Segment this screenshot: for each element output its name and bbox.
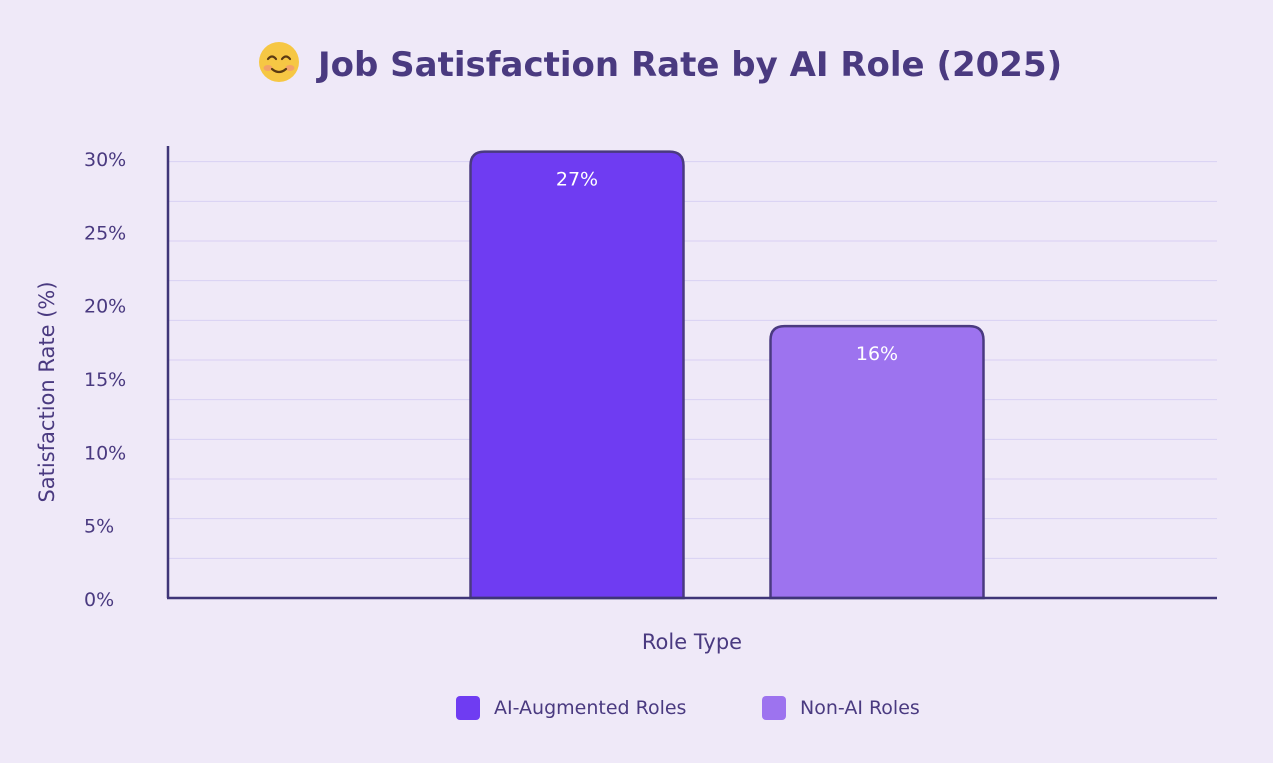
chart-title: Job Satisfaction Rate by AI Role (2025)	[316, 45, 1062, 85]
legend-label[interactable]: Non-AI Roles	[800, 697, 920, 719]
smiling-face-icon	[259, 42, 299, 82]
legend-swatch[interactable]	[762, 696, 786, 720]
y-tick-label: 15%	[84, 369, 126, 391]
y-axis-title: Satisfaction Rate (%)	[35, 281, 59, 502]
bar-value-label: 16%	[856, 343, 898, 365]
bar-value-label: 27%	[556, 169, 598, 191]
y-tick-label: 25%	[84, 222, 126, 244]
bars: 27% 16%	[469, 150, 985, 600]
legend-swatch[interactable]	[456, 696, 480, 720]
y-tick-label: 30%	[84, 149, 126, 171]
y-tick-label: 10%	[84, 442, 126, 464]
bar-ai-augmented-roles[interactable]	[469, 150, 685, 600]
gridlines	[168, 161, 1217, 559]
y-axis-ticks: 0% 5% 10% 15% 20% 25% 30%	[84, 149, 126, 611]
chart-title-group: Job Satisfaction Rate by AI Role (2025)	[259, 42, 1062, 85]
x-axis-title: Role Type	[642, 630, 742, 654]
y-tick-label: 20%	[84, 296, 126, 318]
y-tick-label: 5%	[84, 516, 114, 538]
bar-non-ai-roles[interactable]	[769, 324, 985, 600]
legend: AI-Augmented Roles Non-AI Roles	[456, 696, 920, 720]
y-tick-label: 0%	[84, 589, 114, 611]
legend-label[interactable]: AI-Augmented Roles	[494, 697, 686, 719]
